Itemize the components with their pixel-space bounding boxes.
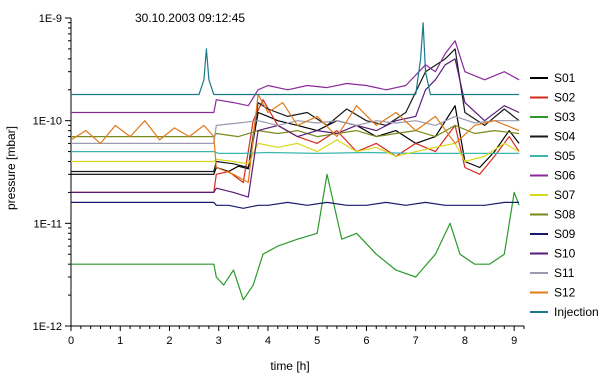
x-tick-label: 1 [117, 335, 123, 347]
legend-label-s11: S11 [554, 266, 575, 280]
legend-label-injection: Injection [554, 305, 599, 319]
y-axis-label: pressure [mbar] [4, 126, 18, 210]
series-line-s10 [71, 58, 520, 198]
legend-label-s05: S05 [554, 149, 576, 163]
x-tick-label: 5 [314, 335, 320, 347]
y-tick-label: 1E-9 [39, 13, 62, 25]
x-tick-label: 8 [462, 335, 468, 347]
legend-label-s01: S01 [554, 71, 576, 85]
series-line-injection [71, 22, 520, 96]
series-line-s02 [71, 99, 520, 193]
series-layer [70, 22, 520, 301]
series-line-s04 [71, 48, 520, 173]
x-axis-label: time [h] [270, 359, 309, 373]
x-tick-label: 3 [216, 335, 222, 347]
x-tick-label: 2 [166, 335, 172, 347]
series-line-s11 [71, 115, 520, 144]
series-line-s12 [70, 93, 520, 184]
y-tick-label: 1E-12 [33, 321, 62, 333]
y-tick-label: 1E-10 [33, 116, 62, 128]
series-line-s03 [71, 173, 520, 301]
x-tick-label: 6 [363, 335, 369, 347]
chart-title: 30.10.2003 09:12:45 [135, 11, 245, 25]
x-tick-label: 4 [265, 335, 271, 347]
legend-label-s08: S08 [554, 208, 576, 222]
series-line-s05 [71, 151, 520, 154]
series-line-s09 [71, 201, 520, 209]
legend-label-s03: S03 [554, 110, 576, 124]
legend-label-s04: S04 [554, 130, 576, 144]
legend-label-s10: S10 [554, 247, 576, 261]
axes-group: 0 1 2 3 4 5 6 7 8 9 1E-12 1E-11 1E-10 1E-9 [33, 13, 525, 347]
series-line-s08 [71, 124, 520, 138]
legend-label-s12: S12 [554, 286, 576, 300]
x-tick-label: 7 [413, 335, 419, 347]
series-line-s06 [71, 40, 520, 114]
legend-label-s02: S02 [554, 91, 576, 105]
x-tick-label: 0 [68, 335, 74, 347]
legend-label-s09: S09 [554, 227, 576, 241]
series-line-s07 [71, 139, 520, 165]
x-tick-label: 9 [511, 335, 517, 347]
legend-label-s07: S07 [554, 188, 576, 202]
legend: S01 S02 S03 S04 S05 S06 S07 S08 S09 S10 S11 S12 Inje… [530, 71, 599, 319]
legend-label-s06: S06 [554, 169, 576, 183]
y-tick-label: 1E-11 [33, 218, 62, 230]
